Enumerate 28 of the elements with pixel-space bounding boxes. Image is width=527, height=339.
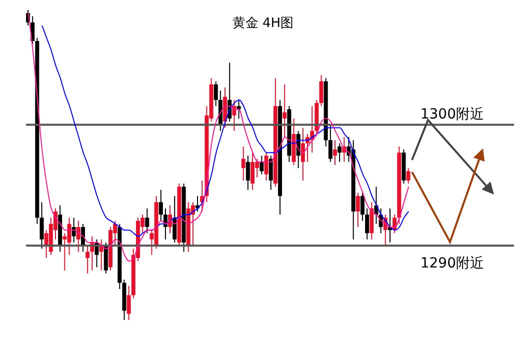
candlestick <box>214 80 218 107</box>
candlestick <box>40 202 44 250</box>
candlestick <box>72 217 76 243</box>
candlestick <box>76 220 80 252</box>
candlestick <box>158 189 163 222</box>
candlestick <box>172 196 177 243</box>
text: 黄金 4H图 <box>231 15 295 32</box>
candlestick <box>250 152 255 190</box>
candlestick <box>365 208 370 240</box>
ref-line-label: 1300附近 <box>420 106 484 123</box>
candlestick <box>300 127 305 181</box>
candlestick <box>328 124 332 162</box>
candlestick <box>246 155 250 190</box>
candlestick <box>319 74 324 107</box>
candlestick <box>360 192 364 222</box>
candlestick <box>282 84 287 138</box>
candlestick <box>260 155 264 175</box>
candlestick <box>338 142 342 162</box>
candlestick <box>356 192 360 228</box>
candlestick <box>126 285 131 320</box>
candlestick <box>145 208 150 234</box>
candlestick <box>406 168 410 184</box>
candlestick <box>333 140 338 166</box>
candlestick <box>264 152 268 181</box>
ref-line-label: 1290附近 <box>420 256 484 272</box>
candlestick <box>86 245 90 274</box>
candlestick <box>268 155 273 190</box>
candlestick <box>241 146 246 181</box>
